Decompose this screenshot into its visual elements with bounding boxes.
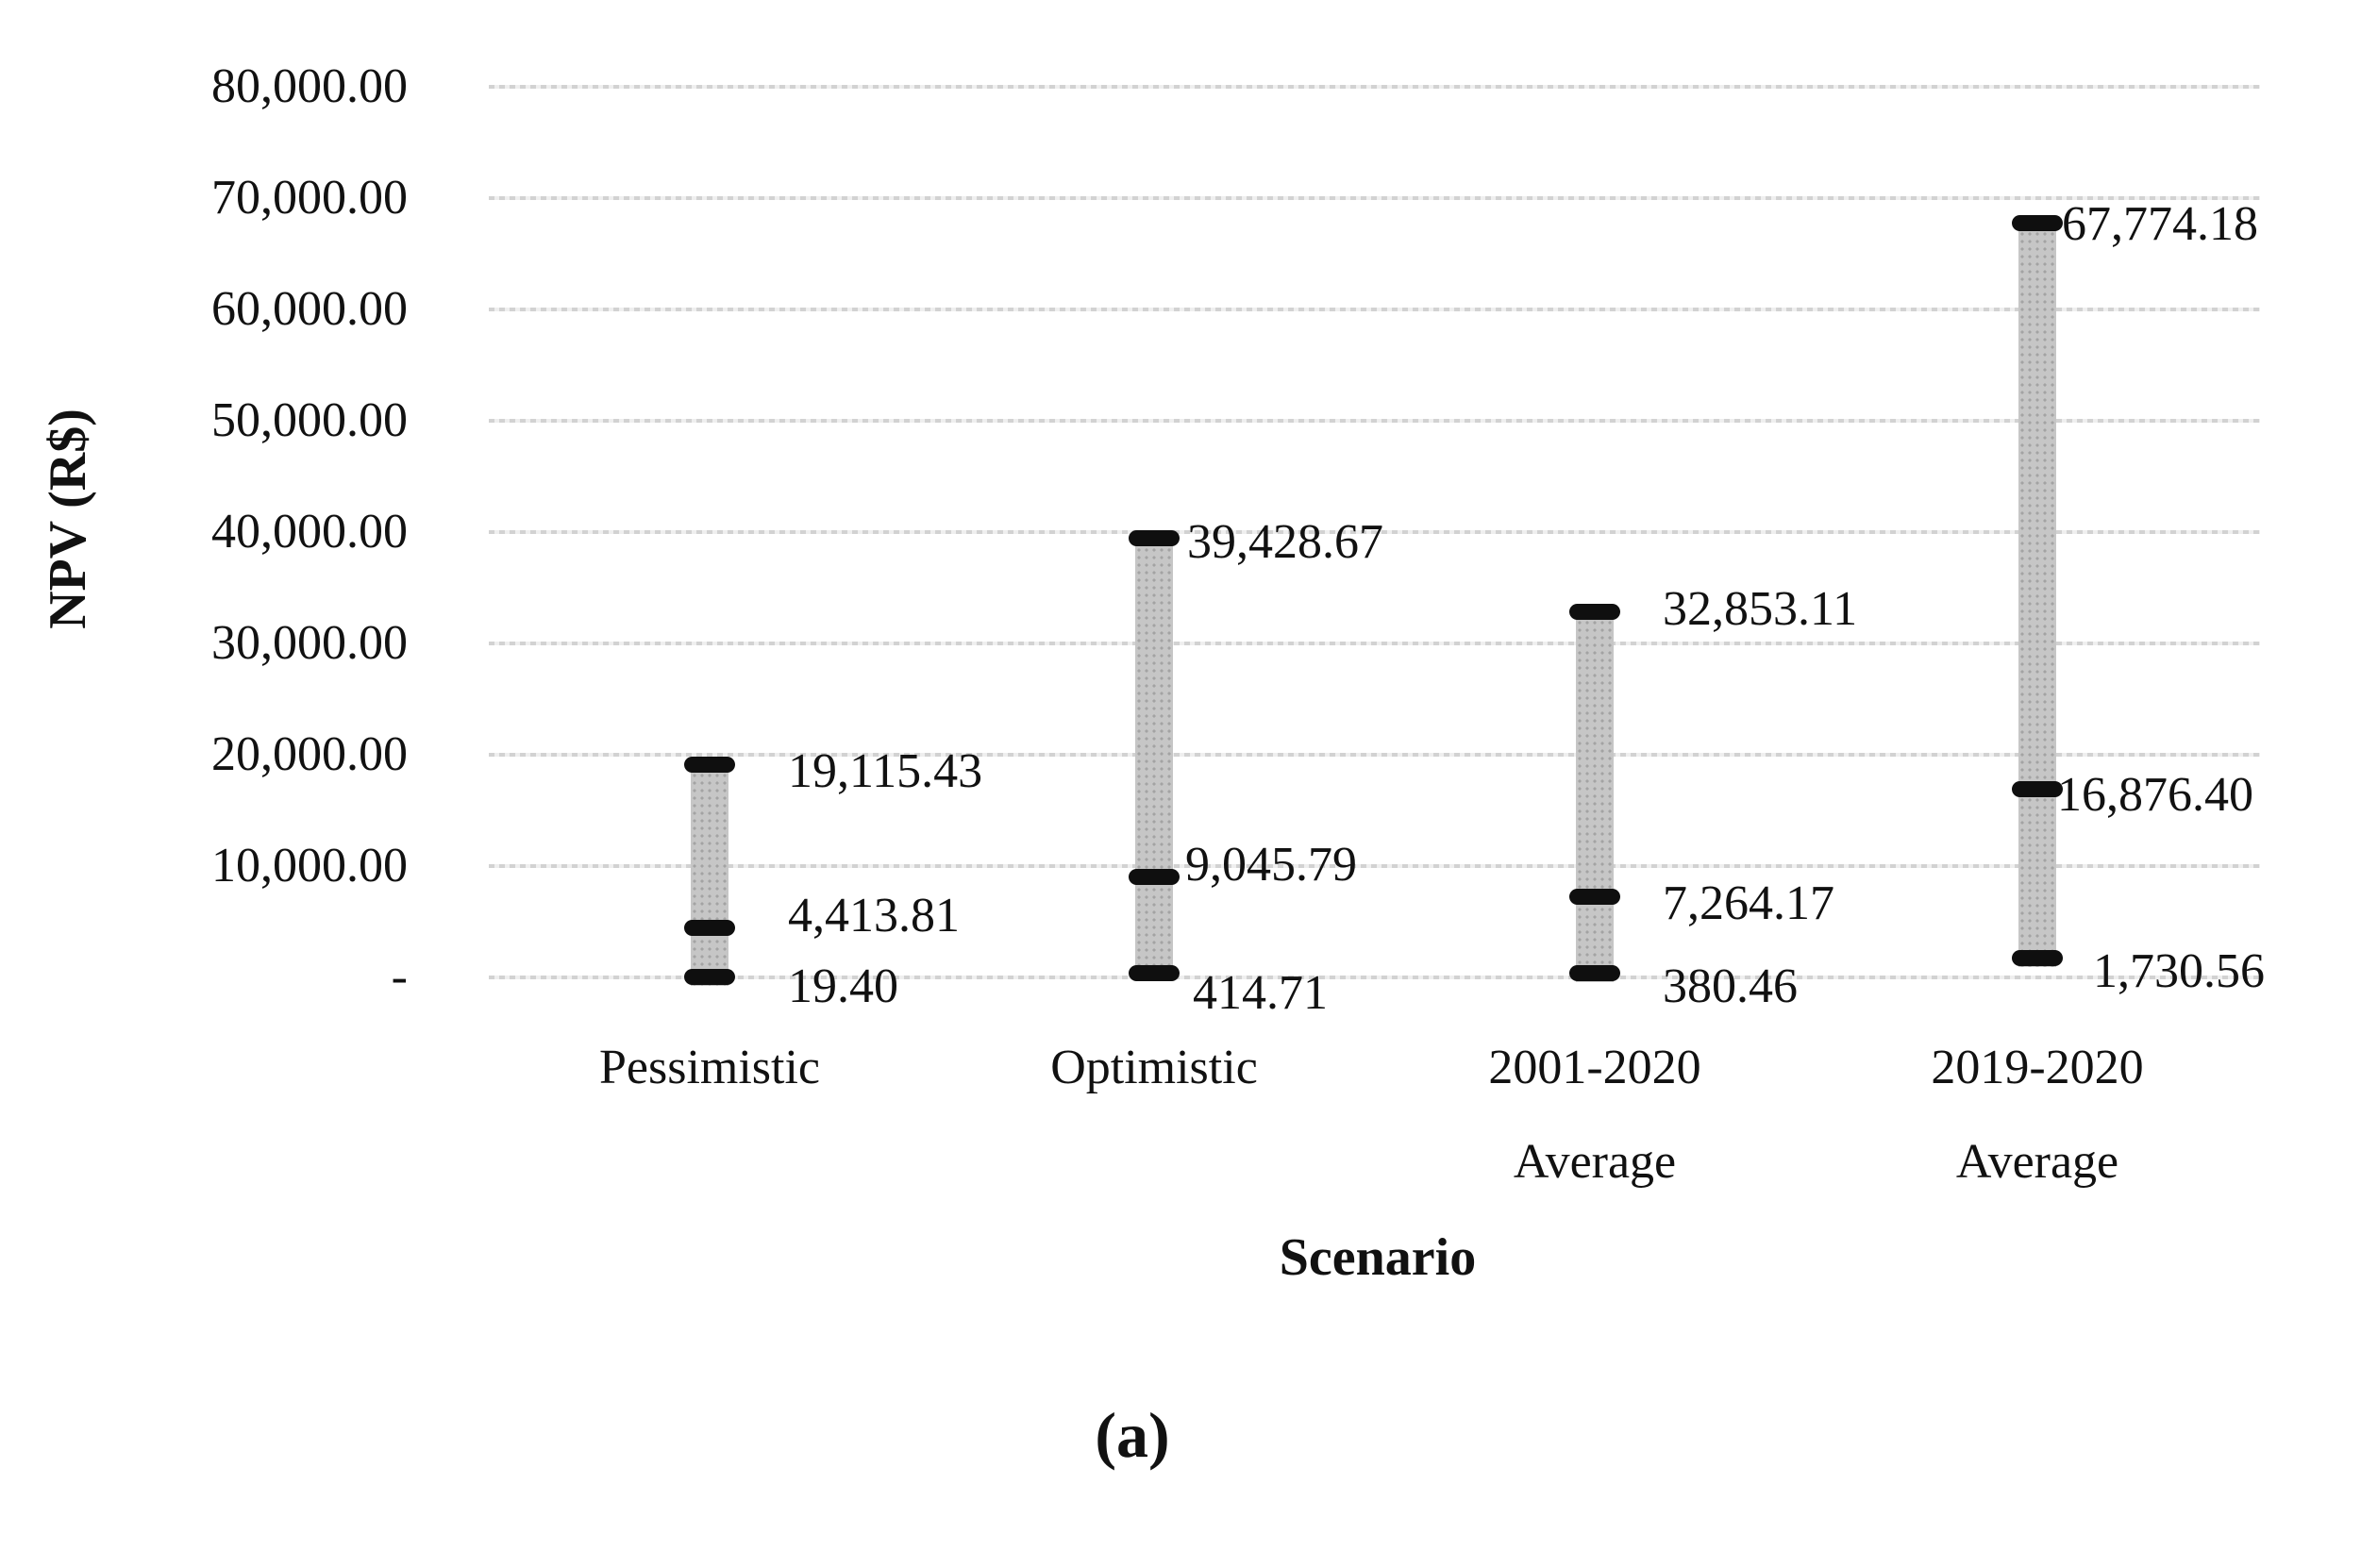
panel-label: (a) <box>1095 1399 1170 1471</box>
category-label-line: Average <box>1513 1135 1677 1189</box>
marker-low <box>2012 950 2063 967</box>
marker-close <box>1129 868 1180 885</box>
data-label-close: 9,045.79 <box>1185 838 1357 892</box>
data-label-close: 16,876.40 <box>2057 768 2253 822</box>
y-axis-title: NPV (R$) <box>39 409 97 629</box>
marker-low <box>684 969 735 986</box>
category-label-line: Average <box>1955 1135 2119 1189</box>
marker-high <box>2012 214 2063 231</box>
gridline <box>489 753 2260 757</box>
marker-high <box>1129 530 1180 547</box>
marker-high <box>1569 603 1620 620</box>
data-label-low: 414.71 <box>1193 966 1328 1020</box>
category-label-line: 2001-2020 <box>1488 1041 1701 1094</box>
gridline <box>489 85 2260 89</box>
gridline <box>489 196 2260 200</box>
data-label-low: 19.40 <box>788 959 898 1013</box>
gridline <box>489 530 2260 534</box>
category-label-line: 2019-2020 <box>1931 1041 2144 1094</box>
y-axis-tick-label: 10,000.00 <box>211 839 408 892</box>
y-axis-tick-label: 60,000.00 <box>211 282 408 336</box>
gridline <box>489 642 2260 645</box>
gridline <box>489 419 2260 423</box>
data-label-high: 32,853.11 <box>1663 582 1858 636</box>
marker-high <box>684 756 735 773</box>
y-axis-tick-label: 20,000.00 <box>211 727 408 781</box>
data-label-high: 19,115.43 <box>788 744 983 798</box>
y-axis-tick-label: 70,000.00 <box>211 171 408 225</box>
data-label-high: 39,428.67 <box>1187 515 1383 569</box>
category-label: Optimistic <box>932 1021 1376 1115</box>
category-label-line: Pessimistic <box>598 1041 821 1094</box>
range-bar <box>1576 611 1614 982</box>
gridline <box>489 976 2260 979</box>
category-label: 2001-2020 Average <box>1373 1021 1817 1209</box>
data-label-low: 1,730.56 <box>2093 944 2265 998</box>
data-label-low: 380.46 <box>1663 959 1798 1013</box>
gridline <box>489 864 2260 868</box>
marker-low <box>1569 965 1620 981</box>
range-bar <box>1135 538 1173 982</box>
y-axis-tick-label: 40,000.00 <box>211 505 408 559</box>
marker-close <box>1569 888 1620 905</box>
range-bar <box>691 764 728 986</box>
category-label: 2019-2020 Average <box>1816 1021 2259 1209</box>
marker-low <box>1129 964 1180 981</box>
gridline <box>489 308 2260 311</box>
data-label-close: 4,413.81 <box>788 889 960 942</box>
marker-close <box>684 920 735 937</box>
category-label-line: Optimistic <box>1050 1041 1258 1094</box>
marker-close <box>2012 781 2063 798</box>
y-axis-tick-label: 80,000.00 <box>211 59 408 113</box>
y-axis-tick-label: 30,000.00 <box>211 616 408 670</box>
data-label-close: 7,264.17 <box>1663 876 1834 930</box>
x-axis-title: Scenario <box>1279 1228 1477 1287</box>
category-label: Pessimistic <box>488 1021 931 1115</box>
y-axis-tick-label: 50,000.00 <box>211 393 408 447</box>
data-label-high: 67,774.18 <box>2062 197 2258 251</box>
y-axis-tick-label: - <box>391 950 408 1004</box>
range-bar <box>2018 223 2056 967</box>
